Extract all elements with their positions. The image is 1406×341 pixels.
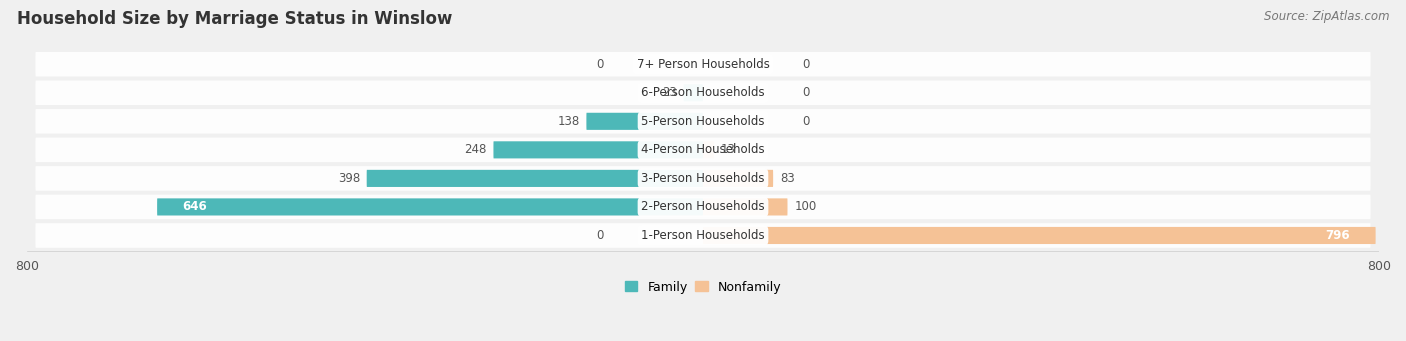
Text: 6-Person Households: 6-Person Households [641, 86, 765, 99]
FancyBboxPatch shape [703, 141, 714, 159]
Text: 100: 100 [794, 201, 817, 213]
FancyBboxPatch shape [586, 113, 703, 130]
Text: 248: 248 [464, 143, 486, 157]
Text: 0: 0 [596, 58, 603, 71]
FancyBboxPatch shape [703, 170, 773, 187]
Text: 7+ Person Households: 7+ Person Households [637, 58, 769, 71]
FancyBboxPatch shape [703, 227, 1375, 244]
Text: 13: 13 [721, 143, 735, 157]
Text: Household Size by Marriage Status in Winslow: Household Size by Marriage Status in Win… [17, 10, 453, 28]
Text: 0: 0 [803, 86, 810, 99]
FancyBboxPatch shape [35, 109, 1371, 134]
Text: 796: 796 [1326, 229, 1350, 242]
FancyBboxPatch shape [35, 166, 1371, 191]
Text: 2-Person Households: 2-Person Households [641, 201, 765, 213]
Text: 398: 398 [337, 172, 360, 185]
Text: 0: 0 [803, 58, 810, 71]
FancyBboxPatch shape [367, 170, 703, 187]
FancyBboxPatch shape [35, 80, 1371, 105]
FancyBboxPatch shape [35, 195, 1371, 219]
FancyBboxPatch shape [494, 141, 703, 159]
Text: 3-Person Households: 3-Person Households [641, 172, 765, 185]
FancyBboxPatch shape [703, 198, 787, 216]
FancyBboxPatch shape [35, 137, 1371, 162]
FancyBboxPatch shape [157, 198, 703, 216]
Text: 23: 23 [662, 86, 676, 99]
Text: 1-Person Households: 1-Person Households [641, 229, 765, 242]
Text: Source: ZipAtlas.com: Source: ZipAtlas.com [1264, 10, 1389, 23]
Text: 0: 0 [596, 229, 603, 242]
FancyBboxPatch shape [35, 223, 1371, 248]
Text: 0: 0 [803, 115, 810, 128]
Legend: Family, Nonfamily: Family, Nonfamily [624, 281, 782, 294]
Text: 138: 138 [557, 115, 579, 128]
Text: 83: 83 [780, 172, 794, 185]
Text: 4-Person Households: 4-Person Households [641, 143, 765, 157]
FancyBboxPatch shape [683, 84, 703, 101]
Text: 5-Person Households: 5-Person Households [641, 115, 765, 128]
Text: 646: 646 [183, 201, 207, 213]
FancyBboxPatch shape [35, 52, 1371, 76]
